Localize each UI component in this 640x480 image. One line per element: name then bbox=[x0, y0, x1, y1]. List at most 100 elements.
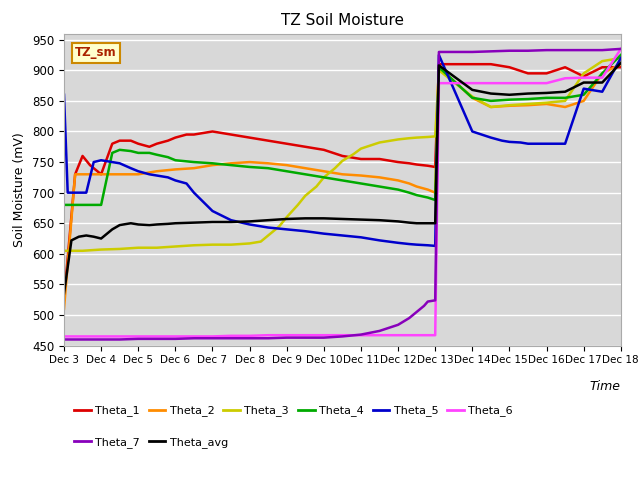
Theta_5 bbox=[424, 242, 431, 248]
Theta_3 bbox=[405, 135, 413, 141]
Theta_avg bbox=[190, 220, 198, 226]
Theta_3 bbox=[264, 233, 272, 239]
Theta_4 bbox=[209, 160, 216, 166]
Title: TZ Soil Moisture: TZ Soil Moisture bbox=[281, 13, 404, 28]
Theta_3 bbox=[424, 134, 431, 140]
Theta_2 bbox=[79, 171, 86, 177]
Theta_avg bbox=[339, 216, 346, 222]
Theta_2 bbox=[134, 171, 142, 177]
Line: Theta_2: Theta_2 bbox=[64, 64, 621, 309]
Theta_1 bbox=[209, 129, 216, 134]
Theta_6 bbox=[209, 334, 216, 339]
Theta_3 bbox=[349, 151, 357, 157]
Theta_2 bbox=[320, 168, 328, 174]
Theta_7 bbox=[339, 334, 346, 339]
Theta_7 bbox=[424, 299, 431, 304]
Theta_4 bbox=[97, 202, 105, 208]
Theta_1 bbox=[60, 297, 68, 302]
Theta_7 bbox=[264, 336, 272, 341]
Theta_2 bbox=[487, 104, 495, 110]
Theta_3 bbox=[506, 102, 513, 108]
Theta_1 bbox=[357, 156, 365, 162]
Theta_4 bbox=[357, 180, 365, 186]
Theta_3 bbox=[331, 165, 339, 171]
Theta_5 bbox=[357, 234, 365, 240]
Theta_avg bbox=[524, 91, 532, 96]
Theta_5 bbox=[283, 227, 291, 232]
Theta_avg bbox=[320, 216, 328, 221]
Line: Theta_1: Theta_1 bbox=[64, 64, 621, 300]
Line: Theta_3: Theta_3 bbox=[64, 58, 621, 251]
Theta_avg bbox=[68, 238, 76, 243]
Theta_6 bbox=[190, 334, 198, 339]
Theta_avg bbox=[75, 234, 83, 240]
Theta_7 bbox=[598, 47, 606, 53]
Theta_3 bbox=[209, 242, 216, 248]
Theta_avg bbox=[60, 291, 68, 297]
Theta_7 bbox=[116, 336, 124, 342]
Line: Theta_7: Theta_7 bbox=[64, 49, 621, 339]
Theta_1 bbox=[487, 61, 495, 67]
Theta_4 bbox=[320, 175, 328, 180]
Theta_7 bbox=[97, 336, 105, 342]
Theta_6 bbox=[598, 75, 606, 81]
Theta_3 bbox=[153, 245, 161, 251]
Theta_4 bbox=[487, 98, 495, 104]
Theta_5 bbox=[64, 190, 72, 195]
Theta_5 bbox=[145, 171, 153, 177]
Theta_avg bbox=[580, 80, 588, 85]
Theta_2 bbox=[405, 180, 413, 186]
Theta_4 bbox=[86, 202, 94, 208]
Theta_5 bbox=[376, 238, 383, 243]
Theta_1 bbox=[227, 132, 235, 137]
Theta_2 bbox=[283, 162, 291, 168]
Theta_2 bbox=[209, 162, 216, 168]
Theta_avg bbox=[264, 217, 272, 223]
Theta_4 bbox=[598, 71, 606, 76]
Theta_5 bbox=[134, 168, 142, 174]
Theta_4 bbox=[227, 162, 235, 168]
Theta_5 bbox=[561, 141, 569, 146]
Theta_3 bbox=[116, 246, 124, 252]
Theta_3 bbox=[487, 104, 495, 110]
Theta_1 bbox=[339, 153, 346, 159]
Theta_7 bbox=[468, 49, 476, 55]
Theta_5 bbox=[182, 180, 190, 186]
Theta_7 bbox=[60, 336, 68, 342]
Theta_7 bbox=[283, 335, 291, 340]
Theta_6 bbox=[580, 75, 588, 81]
Theta_6 bbox=[97, 334, 105, 339]
Theta_1 bbox=[71, 171, 79, 177]
Theta_3 bbox=[524, 101, 532, 107]
Theta_4 bbox=[145, 150, 153, 156]
Theta_2 bbox=[127, 171, 134, 177]
Theta_avg bbox=[405, 220, 413, 226]
Theta_3 bbox=[543, 100, 550, 106]
Theta_avg bbox=[209, 219, 216, 225]
Theta_2 bbox=[413, 184, 420, 190]
Theta_7 bbox=[79, 336, 86, 342]
Theta_avg bbox=[424, 220, 431, 226]
Theta_1 bbox=[301, 144, 309, 150]
Theta_4 bbox=[580, 92, 588, 97]
Theta_1 bbox=[561, 64, 569, 70]
Theta_avg bbox=[116, 222, 124, 228]
Theta_4 bbox=[79, 202, 86, 208]
Theta_4 bbox=[431, 197, 439, 203]
Theta_5 bbox=[83, 190, 90, 195]
Theta_4 bbox=[172, 157, 179, 163]
Theta_6 bbox=[227, 333, 235, 339]
Theta_7 bbox=[420, 303, 428, 309]
Theta_5 bbox=[301, 228, 309, 234]
Theta_avg bbox=[376, 217, 383, 223]
Theta_3 bbox=[227, 242, 235, 248]
Theta_1 bbox=[617, 64, 625, 70]
Theta_7 bbox=[543, 47, 550, 53]
Theta_1 bbox=[468, 61, 476, 67]
Theta_avg bbox=[435, 62, 443, 68]
Theta_avg bbox=[145, 222, 153, 228]
Theta_avg bbox=[413, 220, 420, 226]
Theta_5 bbox=[75, 190, 83, 195]
Theta_2 bbox=[172, 167, 179, 172]
Theta_5 bbox=[264, 225, 272, 230]
